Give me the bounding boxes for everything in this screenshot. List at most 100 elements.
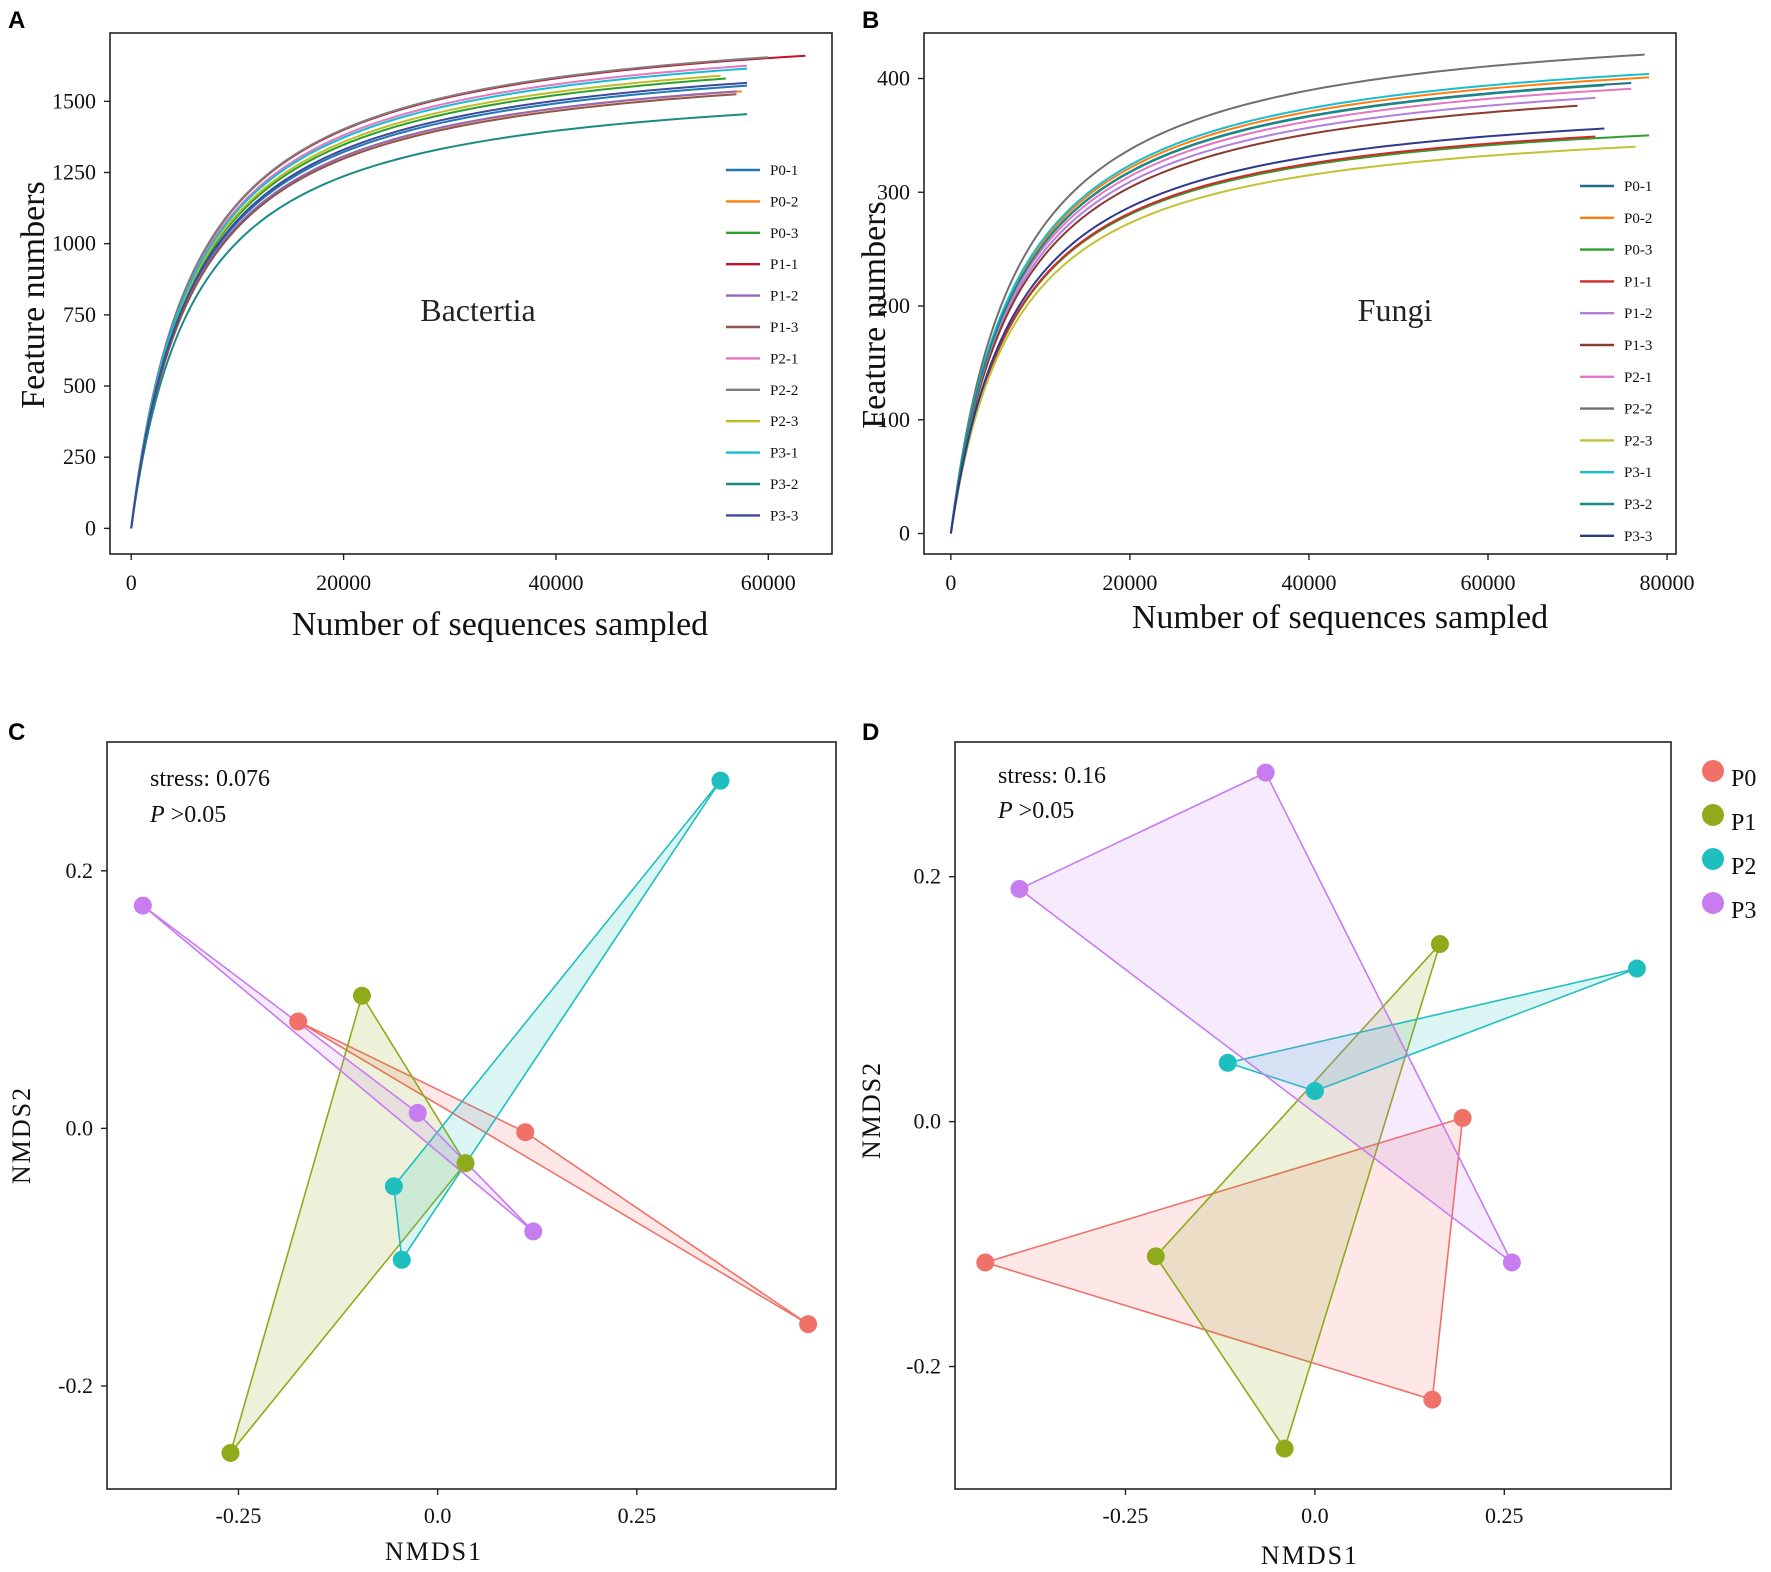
y-tick-label: 500 [63, 373, 96, 398]
panel-b: B 0 20000 40000 60000 80000 0 100 200 300 400 P0… [856, 7, 1695, 636]
y-tick-label: 200 [877, 293, 910, 318]
legend-label-p2-3: P2-3 [770, 414, 798, 430]
point-p3 [408, 1103, 427, 1122]
legend-label-p0-3: P0-3 [1624, 243, 1652, 259]
legend-label-p2: P2 [1731, 854, 1756, 880]
plot-frame-d [954, 741, 1672, 1490]
y-ticks-d: -0.2 0.0 0.2 [906, 864, 955, 1379]
point-p3 [1502, 1253, 1521, 1272]
series-line-p1-3 [949, 104, 1578, 534]
legend-dot-p1 [1702, 804, 1724, 826]
legend-label-p1: P1 [1731, 810, 1756, 836]
x-tick-label: -0.25 [1103, 1503, 1149, 1528]
legend-b: P0-1 P0-2 P0-3 P1-1 P1-2 P1-3 P2-1 P2-2 P2-3 P3-1… [1580, 179, 1652, 545]
point-p0 [516, 1123, 535, 1142]
y-ticks-b: 0 100 200 300 400 [877, 66, 924, 546]
x-axis-title-a: Number of sequences sampled [292, 606, 708, 643]
x-axis-title-c: NMDS1 [385, 1537, 483, 1566]
series-line-p2-2 [949, 53, 1645, 534]
stress-label-c: stress: 0.076 [150, 766, 270, 792]
legend-label-p1-1: P1-1 [770, 257, 798, 273]
legend-label-p0-1: P0-1 [1624, 179, 1652, 195]
point-p3 [133, 896, 152, 915]
y-axis-title-c: NMDS2 [7, 1086, 36, 1184]
x-tick-label: 80000 [1640, 570, 1695, 595]
point-p3 [1256, 763, 1275, 782]
point-p3 [1010, 879, 1029, 898]
series-line-p2-1 [949, 87, 1632, 534]
p-italic-c: P [149, 802, 165, 828]
legend-label-p0: P0 [1731, 766, 1756, 792]
series-line-p0-3 [949, 134, 1650, 534]
rarefaction-lines-b [949, 53, 1650, 534]
legend-label-p1-3: P1-3 [770, 320, 798, 336]
legend-label-p3-2: P3-2 [770, 477, 798, 493]
y-tick-label: 300 [877, 179, 910, 204]
y-tick-label: -0.2 [58, 1373, 93, 1398]
point-p2 [1218, 1053, 1237, 1072]
panel-title-b: Fungi [1358, 292, 1433, 328]
y-tick-label: 1000 [52, 231, 96, 256]
x-tick-label: 0.0 [424, 1503, 452, 1528]
panel-letter-b: B [862, 7, 879, 34]
x-tick-label: 0.25 [618, 1503, 657, 1528]
legend-label-p2-2: P2-2 [770, 383, 798, 399]
legend-label-p3: P3 [1731, 898, 1756, 924]
hull-p0 [982, 1116, 1464, 1401]
stress-label-d: stress: 0.16 [998, 763, 1106, 789]
series-line-p3-3 [130, 81, 748, 529]
y-tick-label: 0.2 [66, 858, 94, 883]
y-tick-label: 400 [877, 66, 910, 91]
point-p2 [392, 1250, 411, 1269]
point-p0 [1423, 1390, 1442, 1409]
x-tick-label: 0 [126, 570, 137, 595]
p-value-label-d: P >0.05 [997, 798, 1074, 824]
legend-label-p3-3: P3-3 [770, 508, 798, 524]
p-threshold-d: >0.05 [1013, 798, 1075, 824]
series-line-p2-3 [949, 145, 1636, 534]
legend-label-p0-2: P0-2 [1624, 211, 1652, 227]
y-axis-title-a: Feature numbers [15, 181, 52, 409]
series-line-p3-2 [949, 84, 1605, 534]
x-tick-label: 0.25 [1485, 1503, 1524, 1528]
legend-dot-p3 [1702, 892, 1724, 914]
panel-title-a: Bactertia [420, 292, 535, 328]
point-p1 [352, 986, 371, 1005]
legend-label-p1-1: P1-1 [1624, 274, 1652, 290]
series-line-p0-2 [949, 76, 1650, 534]
point-p2 [1305, 1082, 1324, 1101]
legend-dot-p2 [1702, 848, 1724, 870]
legend-label-p0-3: P0-3 [770, 226, 798, 242]
y-ticks-a: 0 250 500 750 1000 1250 1500 [52, 88, 110, 540]
legend-label-p2-2: P2-2 [1624, 402, 1652, 418]
y-tick-label: 1500 [52, 88, 96, 113]
legend-label-p3-2: P3-2 [1624, 497, 1652, 513]
hull-p3 [1017, 771, 1513, 1264]
point-p1 [1275, 1439, 1294, 1458]
legend-label-p2-1: P2-1 [1624, 370, 1652, 386]
y-tick-label: 100 [877, 407, 910, 432]
x-tick-label: 20000 [1102, 570, 1157, 595]
legend-label-p0-1: P0-1 [770, 163, 798, 179]
point-p1 [456, 1154, 475, 1173]
series-line-p1-1 [949, 135, 1596, 534]
point-p2 [384, 1177, 403, 1196]
legend-label-p2-1: P2-1 [770, 351, 798, 367]
legend-label-p1-2: P1-2 [770, 289, 798, 305]
x-ticks-d: -0.25 0.0 0.25 [1103, 1489, 1524, 1528]
point-p0 [1453, 1108, 1472, 1127]
legend-label-p2-3: P2-3 [1624, 433, 1652, 449]
legend-label-p3-3: P3-3 [1624, 529, 1652, 545]
x-tick-label: 60000 [741, 570, 796, 595]
plot-frame-b [923, 32, 1677, 555]
p-value-label-c: P >0.05 [149, 802, 226, 828]
rarefaction-lines-a [130, 54, 806, 529]
legend-label-p3-1: P3-1 [770, 446, 798, 462]
points-c [133, 771, 818, 1462]
point-p0 [799, 1315, 818, 1334]
y-tick-label: 250 [63, 444, 96, 469]
p-threshold-c: >0.05 [165, 802, 227, 828]
y-tick-label: 1250 [52, 160, 96, 185]
y-tick-label: 0.0 [914, 1109, 942, 1134]
x-tick-label: -0.25 [216, 1503, 262, 1528]
